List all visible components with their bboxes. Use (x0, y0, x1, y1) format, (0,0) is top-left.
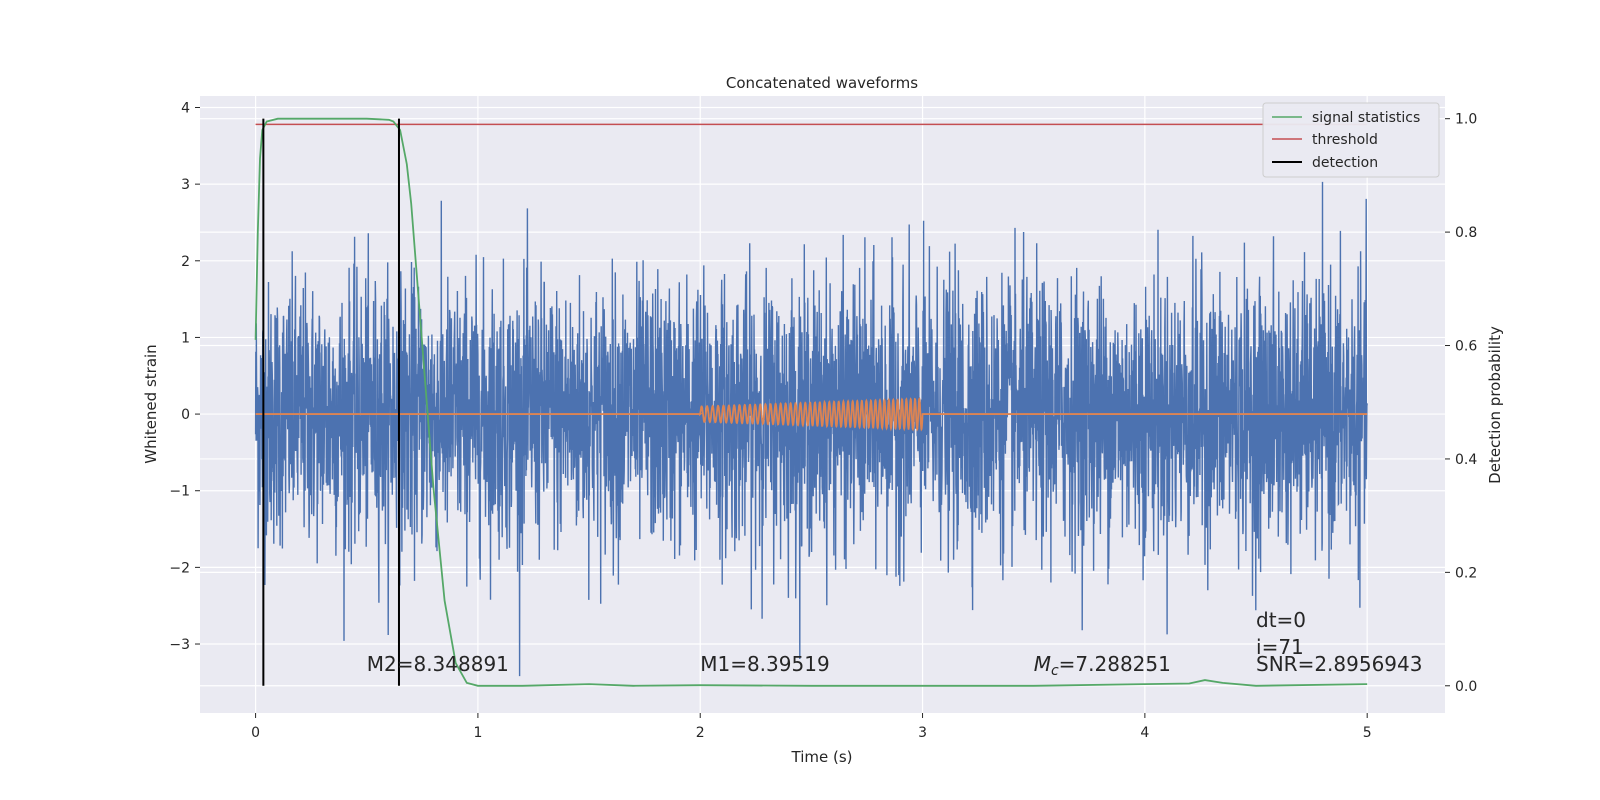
x-axis-label: Time (s) (791, 748, 853, 766)
y-tick-label: 1 (181, 330, 190, 346)
legend-label-threshold: threshold (1312, 132, 1378, 148)
detection-lines (262, 118, 400, 686)
x-tick-label: 3 (918, 725, 927, 741)
y-axis-ticks: −3 −2 −1 0 1 2 3 4 (169, 100, 200, 653)
x-tick-label: 2 (696, 725, 705, 741)
annotation-0: M2=8.348891 (367, 652, 509, 676)
legend: signal statistics threshold detection (1262, 102, 1440, 178)
y2-axis-ticks: 0.0 0.2 0.4 0.6 0.8 1.0 (1445, 112, 1477, 695)
series-noise (254, 181, 1368, 677)
y2-axis-label: Detection probability (1486, 326, 1504, 484)
x-axis-ticks: 0 1 2 3 4 5 (251, 713, 1372, 741)
annotation-1: M1=8.39519 (700, 652, 829, 676)
x-tick-label: 0 (251, 725, 260, 741)
x-tick-label: 4 (1140, 725, 1149, 741)
annotation-5: SNR=2.8956943 (1256, 652, 1422, 676)
y2-tick-label: 0.0 (1455, 679, 1477, 695)
y-tick-label: −3 (169, 637, 190, 653)
chart-title: Concatenated waveforms (726, 74, 918, 92)
y-axis-label: Whitened strain (142, 344, 160, 463)
y2-tick-label: 0.8 (1455, 225, 1477, 241)
x-tick-label: 5 (1363, 725, 1372, 741)
y2-tick-label: 0.6 (1455, 339, 1477, 355)
annotations: M2=8.348891 M1=8.39519 Mc=7.288251 dt=0 i=71… (367, 608, 1423, 679)
annotation-3: dt=0 (1256, 608, 1306, 632)
y2-tick-label: 0.2 (1455, 565, 1477, 581)
signal-statistics-line (254, 117, 1368, 687)
y2-tick-label: 1.0 (1455, 112, 1477, 128)
y-tick-label: 0 (181, 407, 190, 423)
series-signal-statistics (254, 117, 1368, 687)
y-tick-label: 3 (181, 177, 190, 193)
legend-label-detection: detection (1312, 155, 1378, 171)
y-tick-label: −2 (169, 560, 190, 576)
y-tick-label: −1 (169, 484, 190, 500)
annotation-2: Mc=7.288251 (1034, 652, 1171, 679)
x-tick-label: 1 (473, 725, 482, 741)
y-tick-label: 2 (181, 254, 190, 270)
noise-line (254, 181, 1368, 677)
legend-box (1262, 102, 1440, 178)
series-injected-waveform (255, 397, 1368, 432)
waveform-line (255, 397, 1368, 432)
y-tick-label: 4 (181, 100, 190, 116)
legend-label-signal-statistics: signal statistics (1312, 110, 1420, 126)
y2-tick-label: 0.4 (1455, 452, 1477, 468)
annotation-4: i=71 (1256, 635, 1304, 659)
